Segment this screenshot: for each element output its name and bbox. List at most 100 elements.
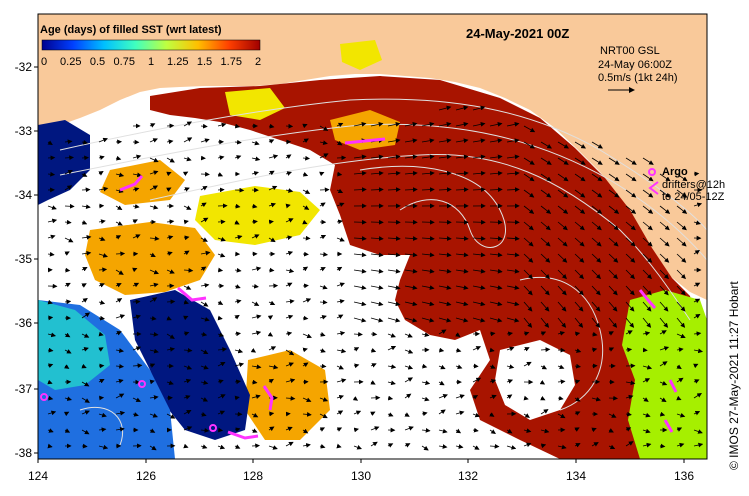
- current-arrow: [353, 170, 367, 176]
- current-arrow: [489, 268, 503, 274]
- current-arrow: [455, 138, 469, 144]
- argo-float: [138, 380, 146, 388]
- current-arrow: [506, 138, 520, 144]
- drifter-track: [119, 175, 144, 192]
- current-arrow: [489, 394, 497, 400]
- current-arrow: [251, 283, 259, 289]
- current-arrow: [659, 189, 671, 198]
- colorbar-tick-label: 0.5: [90, 56, 105, 68]
- current-arrow: [574, 269, 584, 280]
- current-arrow: [285, 218, 294, 223]
- current-arrow: [370, 301, 384, 307]
- current-arrow: [506, 301, 520, 307]
- current-arrow: [421, 380, 431, 386]
- current-arrow: [523, 347, 530, 352]
- current-arrow: [472, 317, 486, 323]
- current-arrow: [438, 138, 452, 144]
- current-arrow: [591, 317, 601, 328]
- current-arrow: [81, 298, 88, 303]
- current-arrow: [540, 317, 550, 328]
- current-arrow: [132, 299, 141, 305]
- current-arrow: [302, 315, 309, 321]
- current-arrow: [591, 285, 601, 296]
- current-arrow: [115, 363, 124, 369]
- current-arrow: [81, 172, 88, 177]
- current-arrow: [540, 205, 552, 214]
- current-arrow: [251, 314, 262, 320]
- orange-patch: [85, 222, 215, 295]
- current-arrow: [166, 157, 175, 163]
- current-arrow: [353, 427, 359, 433]
- drifter-tracks: [119, 137, 678, 440]
- current-arrow: [251, 234, 260, 239]
- current-arrow: [319, 413, 328, 419]
- current-arrow: [659, 301, 669, 312]
- current-arrow: [319, 171, 325, 177]
- current-arrow: [319, 251, 329, 257]
- current-arrow: [404, 349, 414, 354]
- current-arrow: [676, 364, 682, 370]
- current-arrow: [438, 268, 452, 274]
- current-arrow: [336, 427, 343, 432]
- current-arrow: [285, 349, 295, 356]
- current-arrow: [336, 188, 344, 194]
- current-arrow: [472, 187, 486, 192]
- current-arrow: [693, 363, 699, 369]
- current-arrow: [421, 170, 435, 176]
- current-arrow: [676, 317, 686, 328]
- current-arrow: [676, 427, 683, 432]
- current-arrow: [166, 347, 175, 352]
- current-arrow: [608, 285, 618, 296]
- current-arrow: [98, 186, 109, 192]
- drifter-track: [177, 286, 207, 302]
- current-arrow: [676, 221, 687, 231]
- current-arrow: [591, 331, 598, 337]
- current-arrow: [608, 428, 614, 433]
- current-arrow: [489, 285, 503, 290]
- current-arrow: [438, 170, 452, 176]
- current-arrow: [625, 157, 637, 165]
- current-arrow: [336, 410, 344, 415]
- current-arrow: [149, 297, 158, 303]
- current-arrow: [693, 348, 703, 354]
- current-arrow: [285, 282, 293, 288]
- current-arrow: [81, 283, 87, 288]
- current-arrow: [455, 252, 469, 258]
- current-arrow: [523, 221, 534, 231]
- current-arrow: [149, 413, 158, 418]
- drifter-track: [262, 385, 274, 411]
- current-arrow: [115, 251, 126, 257]
- current-arrow: [319, 234, 327, 240]
- current-arrow: [472, 346, 482, 351]
- current-arrow: [132, 412, 139, 417]
- current-arrow: [251, 266, 262, 272]
- current-arrow: [47, 332, 56, 338]
- current-arrow: [370, 268, 384, 274]
- current-arrow: [404, 236, 418, 241]
- current-arrow: [591, 189, 603, 198]
- current-arrow: [200, 444, 208, 449]
- current-arrow: [404, 170, 418, 176]
- current-arrow: [625, 205, 637, 214]
- current-arrow: [421, 268, 435, 274]
- current-arrow: [183, 410, 192, 415]
- current-arrow: [523, 141, 535, 149]
- current-arrow: [370, 347, 377, 353]
- current-arrow: [166, 251, 173, 256]
- current-arrow: [319, 314, 327, 320]
- current-arrow: [472, 301, 486, 307]
- current-arrow: [421, 236, 435, 241]
- current-arrow: [319, 363, 327, 369]
- current-arrow: [200, 380, 209, 385]
- current-arrow: [149, 157, 159, 163]
- current-arrow: [268, 123, 275, 129]
- current-arrow: [574, 205, 586, 214]
- current-arrow: [642, 428, 651, 434]
- land: [38, 14, 707, 300]
- current-arrow: [404, 252, 418, 258]
- current-arrow: [115, 393, 125, 399]
- current-arrow: [267, 315, 274, 320]
- current-arrow: [217, 267, 224, 273]
- current-arrow: [557, 317, 567, 328]
- current-arrow: [523, 413, 530, 418]
